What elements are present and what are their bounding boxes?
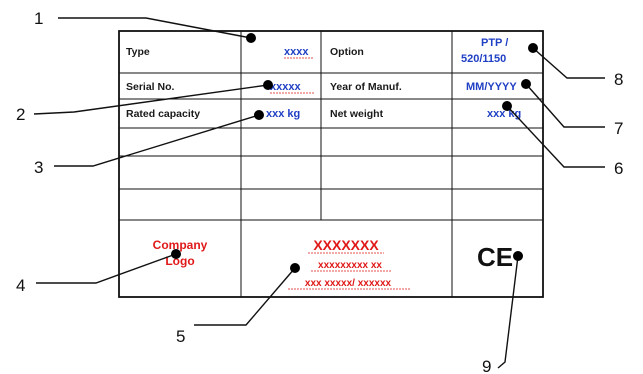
serial-label: Serial No. — [126, 81, 175, 93]
plate-border — [118, 30, 544, 298]
serial-value: xxxxx — [270, 81, 301, 93]
callout-number-6: 6 — [614, 159, 623, 178]
callout-dot-9 — [513, 251, 523, 261]
callout-dot-5 — [290, 263, 300, 273]
company-logo-line1: Company — [153, 238, 208, 252]
year-label: Year of Manuf. — [330, 81, 402, 93]
callout-number-4: 4 — [16, 276, 25, 295]
net-weight-value: xxx kg — [487, 108, 521, 120]
option-value-line1: PTP / — [481, 37, 508, 49]
capacity-label: Rated capacity — [126, 108, 200, 120]
callout-dot-2 — [263, 80, 273, 90]
ce-mark: CE — [477, 242, 513, 272]
callout-number-9: 9 — [482, 357, 491, 374]
leader-lines — [33, 17, 605, 369]
type-value: xxxx — [284, 46, 309, 58]
callout-dot-4 — [171, 249, 181, 259]
callout-dot-3 — [254, 110, 264, 120]
year-value: MM/YYYY — [466, 81, 517, 93]
callout-dot-8 — [528, 43, 538, 53]
callout-dot-6 — [502, 101, 512, 111]
option-value-line2: 520/1150 — [461, 53, 506, 65]
capacity-value: xxx kg — [266, 108, 300, 120]
manufacturer-name: XXXXXXX — [313, 237, 379, 253]
callout-number-7: 7 — [614, 119, 623, 138]
type-label: Type — [126, 46, 150, 58]
callout-number-8: 8 — [614, 70, 623, 89]
callout-number-3: 3 — [34, 158, 43, 177]
callout-dot-7 — [521, 79, 531, 89]
callout-number-2: 2 — [16, 105, 25, 124]
manufacturer-address-line2: xxx xxxxx/ xxxxxx — [305, 278, 392, 289]
callout-number-1: 1 — [34, 9, 43, 28]
plate-grid — [119, 31, 543, 297]
callout-dots — [171, 33, 538, 273]
net-weight-label: Net weight — [330, 108, 384, 120]
callout-number-5: 5 — [176, 327, 185, 346]
callout-dot-1 — [246, 33, 256, 43]
option-label: Option — [330, 46, 364, 58]
manufacturer-address-line1: xxxxxxxxx xx — [318, 260, 382, 271]
